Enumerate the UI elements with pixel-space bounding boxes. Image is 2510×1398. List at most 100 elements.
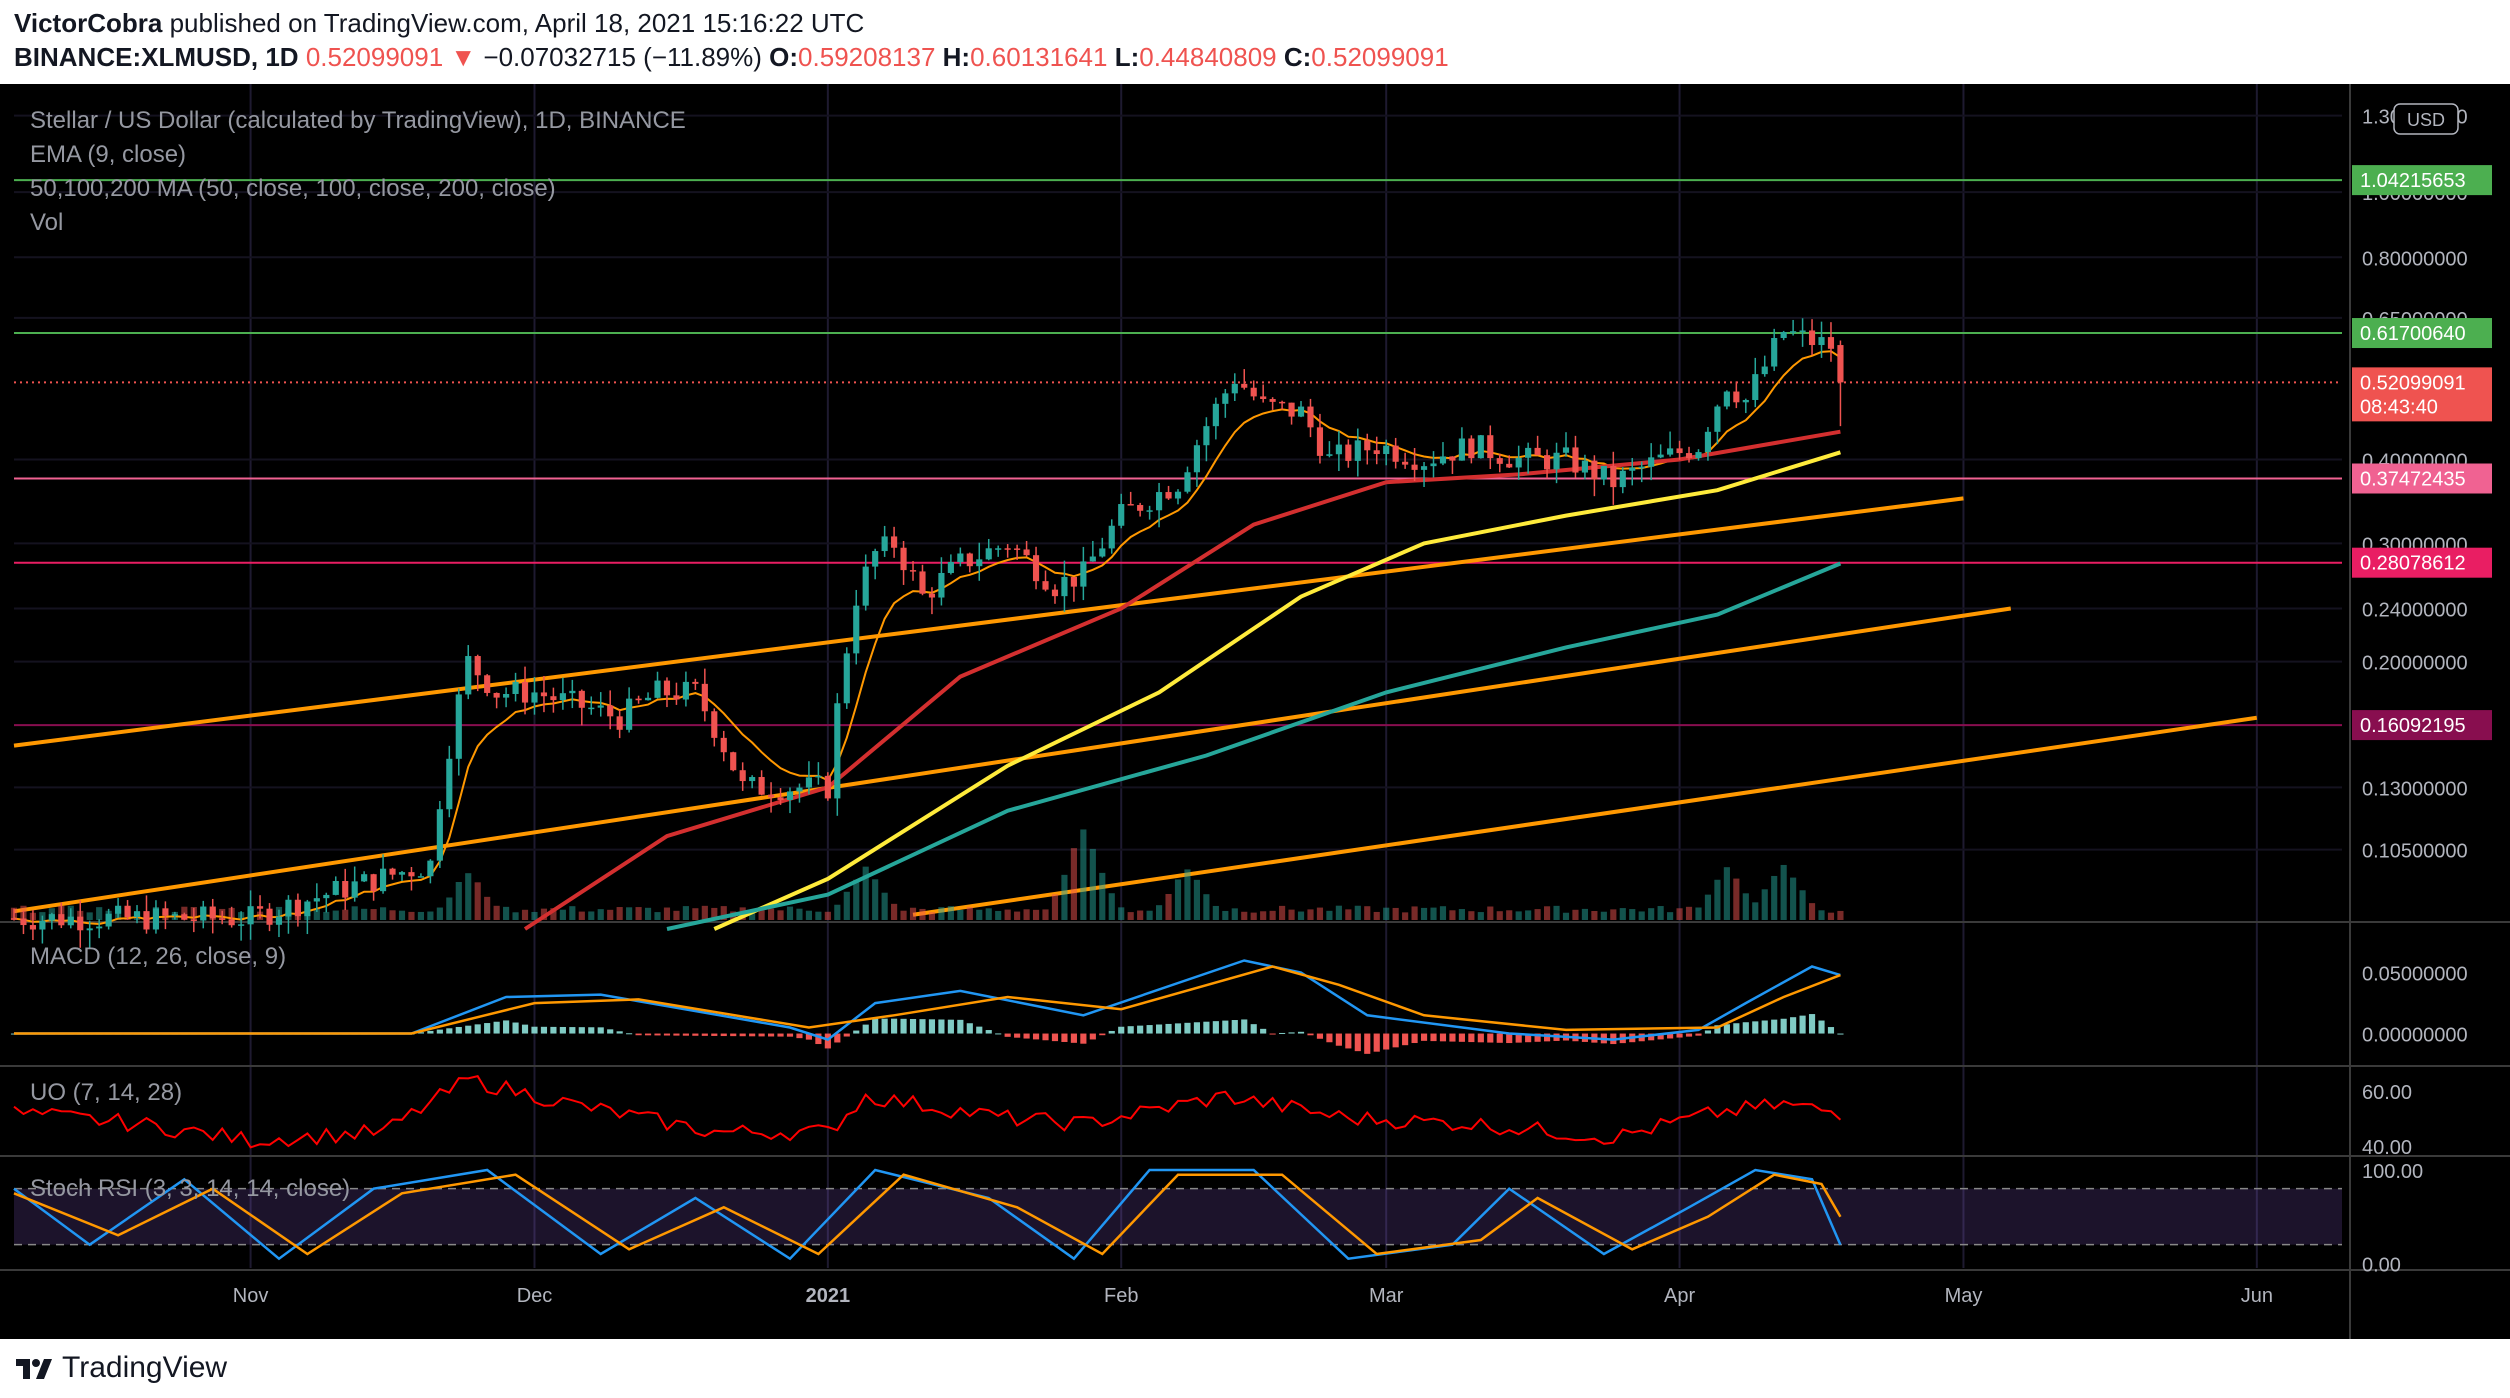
volume-bar-150 bbox=[1430, 907, 1437, 920]
macd-hist-bar-136 bbox=[1297, 1031, 1305, 1034]
macd-hist-bar-118 bbox=[1127, 1026, 1134, 1034]
volume-bar-149 bbox=[1420, 907, 1428, 920]
price-badge-bg-4 bbox=[2352, 547, 2492, 578]
candle-body-154 bbox=[1468, 438, 1475, 459]
candle-body-18 bbox=[181, 914, 188, 920]
volume-bar-162 bbox=[1543, 906, 1551, 920]
macd-hist-bar-153 bbox=[1458, 1033, 1465, 1042]
macd-hist-bar-93 bbox=[891, 1018, 898, 1034]
volume-bar-75 bbox=[720, 906, 727, 920]
candle-body-175 bbox=[1667, 448, 1674, 455]
candle-body-144 bbox=[1373, 450, 1380, 455]
brand-name: TradingView bbox=[62, 1351, 228, 1384]
volume-bar-90 bbox=[862, 866, 869, 920]
tradingview-logo[interactable]: TradingView bbox=[14, 1351, 227, 1385]
macd-hist-bar-155 bbox=[1477, 1033, 1484, 1043]
candle-body-101 bbox=[966, 553, 973, 567]
macd-hist-bar-149 bbox=[1420, 1033, 1428, 1041]
price-tick-2: 0.80000000 bbox=[2362, 248, 2468, 270]
volume-bar-86 bbox=[824, 911, 831, 920]
candle-body-153 bbox=[1458, 438, 1465, 461]
volume-bar-170 bbox=[1619, 908, 1626, 920]
chart-svg[interactable]: 1.300000001.000000000.800000000.65000000… bbox=[0, 84, 2510, 1339]
volume-bar-46 bbox=[446, 897, 453, 920]
macd-hist-bar-84 bbox=[805, 1033, 813, 1040]
candle-body-150 bbox=[1430, 463, 1437, 467]
candle-body-11 bbox=[115, 905, 122, 914]
author-name[interactable]: VictorCobra bbox=[14, 8, 163, 38]
candle-body-188 bbox=[1790, 331, 1797, 333]
candle-body-130 bbox=[1241, 383, 1248, 388]
time-tick-6: May bbox=[1945, 1285, 1983, 1307]
time-tick-3: Feb bbox=[1104, 1285, 1138, 1307]
volume-bar-78 bbox=[749, 912, 756, 920]
macd-hist-bar-87 bbox=[834, 1033, 841, 1043]
candle-body-177 bbox=[1685, 453, 1693, 459]
candle-body-55 bbox=[531, 692, 538, 703]
volume-bar-117 bbox=[1118, 907, 1125, 920]
candle-body-68 bbox=[654, 680, 661, 698]
macd-hist-bar-161 bbox=[1534, 1033, 1541, 1042]
macd-hist-bar-57 bbox=[550, 1026, 557, 1034]
candle-body-152 bbox=[1449, 456, 1456, 461]
price-badge-bg-5 bbox=[2352, 710, 2492, 741]
close-value: 0.52099091 bbox=[1311, 42, 1449, 72]
candle-body-187 bbox=[1780, 332, 1787, 338]
chart-area[interactable]: 1.300000001.000000000.800000000.65000000… bbox=[0, 84, 2510, 1339]
volume-bar-176 bbox=[1676, 908, 1683, 920]
volume-bar-42 bbox=[408, 911, 415, 920]
macd-hist-bar-157 bbox=[1496, 1033, 1503, 1043]
volume-bar-167 bbox=[1591, 911, 1598, 920]
macd-hist-bar-52 bbox=[503, 1020, 510, 1034]
candle-body-47 bbox=[455, 694, 462, 759]
candle-body-135 bbox=[1288, 402, 1295, 417]
volume-bar-55 bbox=[531, 911, 538, 920]
high-value: 0.60131641 bbox=[970, 42, 1108, 72]
macd-hist-bar-134 bbox=[1279, 1032, 1286, 1034]
volume-bar-183 bbox=[1742, 893, 1749, 920]
candle-body-162 bbox=[1543, 455, 1551, 470]
volume-bar-87 bbox=[834, 904, 841, 920]
volume-bar-129 bbox=[1231, 908, 1238, 920]
candle-body-38 bbox=[370, 874, 377, 892]
volume-bar-97 bbox=[928, 912, 936, 920]
stoch-k-line bbox=[13, 1168, 1842, 1261]
volume-bar-107 bbox=[1023, 909, 1030, 920]
macd-hist-bar-78 bbox=[749, 1033, 756, 1037]
macd-hist-bar-59 bbox=[569, 1027, 576, 1034]
candle-body-164 bbox=[1562, 447, 1570, 453]
candle-body-3 bbox=[39, 920, 46, 930]
volume-bar-53 bbox=[512, 912, 519, 920]
macd-hist-bar-141 bbox=[1345, 1033, 1352, 1049]
macd-hist-bar-85 bbox=[815, 1033, 822, 1045]
macd-hist-bar-109 bbox=[1042, 1033, 1049, 1041]
macd-hist-bar-75 bbox=[720, 1033, 727, 1037]
legend-vol: Vol bbox=[30, 209, 63, 236]
volume-bar-192 bbox=[1827, 912, 1835, 920]
candle-body-9 bbox=[96, 926, 103, 929]
candle-body-159 bbox=[1515, 457, 1522, 468]
price-tick-6: 0.24000000 bbox=[2362, 599, 2468, 621]
volume-bar-154 bbox=[1468, 911, 1475, 920]
price-badge-bg-0 bbox=[2352, 165, 2492, 196]
candle-body-104 bbox=[995, 548, 1002, 550]
price-change: −0.07032715 (−11.89%) bbox=[483, 42, 762, 72]
legend-stoch: Stoch RSI (3, 3, 14, 14, close) bbox=[30, 1175, 350, 1202]
published-text: published on TradingView.com, April 18, … bbox=[169, 8, 865, 38]
volume-bar-130 bbox=[1241, 911, 1248, 920]
volume-bar-33 bbox=[323, 911, 330, 920]
candle-body-106 bbox=[1014, 548, 1021, 550]
candle-body-134 bbox=[1279, 401, 1286, 404]
candle-body-127 bbox=[1212, 403, 1219, 427]
macd-hist-bar-81 bbox=[777, 1033, 784, 1037]
volume-bar-125 bbox=[1193, 879, 1201, 920]
volume-bar-142 bbox=[1354, 905, 1361, 920]
candle-body-34 bbox=[332, 881, 339, 895]
candle-body-100 bbox=[957, 553, 964, 563]
macd-hist-bar-79 bbox=[758, 1033, 765, 1037]
candle-body-17 bbox=[171, 914, 178, 916]
ma100-line bbox=[713, 450, 1841, 931]
symbol-name[interactable]: BINANCE:XLMUSD, 1D bbox=[14, 42, 299, 72]
volume-bar-143 bbox=[1364, 906, 1371, 920]
macd-hist-bar-105 bbox=[1004, 1033, 1011, 1037]
